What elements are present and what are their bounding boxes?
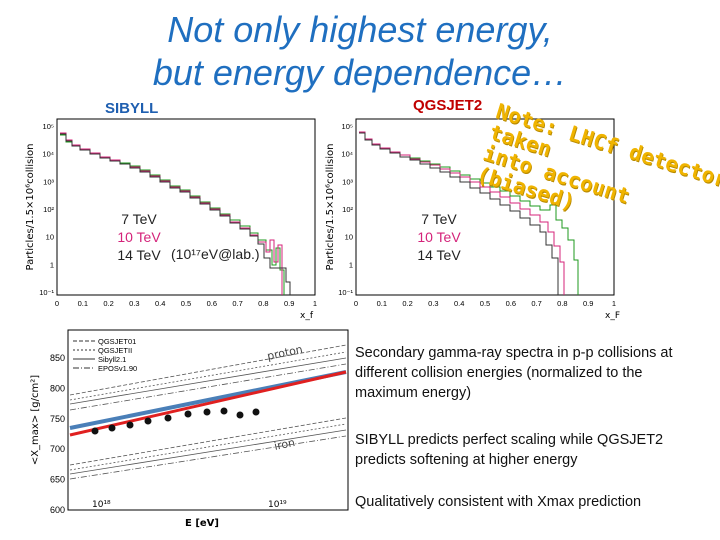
sibyll-xtick: 0.3	[129, 299, 139, 308]
xmax-data-points	[91, 407, 260, 435]
sibyll-xtick: 0.4	[155, 299, 165, 308]
qgsjet2-xtick: 0	[354, 299, 358, 308]
sibyll-ytick: 10⁵	[43, 122, 54, 131]
sibyll-spectrum-14tev	[60, 133, 291, 295]
qgsjet2-ytick: 10⁴	[341, 150, 353, 159]
sibyll-ytick: 10⁻¹	[39, 288, 54, 297]
qgsjet2-energy-list: 7 TeV 10 TeV 14 TeV	[405, 210, 473, 264]
xmax-xtick-1: 10¹⁸	[92, 500, 111, 510]
xmax-frame	[67, 329, 349, 511]
lab-energy-note: (10¹⁷eV@lab.)	[171, 246, 260, 262]
qgsjet2-xtick: 0.6	[506, 299, 516, 308]
sibyll-xtick: 0.7	[232, 299, 242, 308]
qgsjet2-plot: Particles/1.5×10⁶collision 10⁵ 10⁴ 10³ 10² 1…	[325, 118, 620, 321]
energy-7tev: 7 TeV	[421, 211, 457, 227]
xmax-legend: QGSJET01 QGSJETII Sibyll2.1 EPOSv1.90	[73, 337, 137, 373]
legend-qgsjet01: QGSJET01	[98, 337, 136, 346]
sibyll-ytick: 10	[46, 233, 54, 242]
xmax-xlabel: E [eV]	[185, 518, 219, 529]
qgsjet2-xtick: 0.1	[377, 299, 387, 308]
title-line-2: but energy dependence…	[152, 52, 568, 93]
qgsjet2-xtick: 1	[612, 299, 616, 308]
energy-10tev: 10 TeV	[117, 229, 161, 245]
energy-7tev: 7 TeV	[121, 211, 157, 227]
qgsjet2-frame	[355, 118, 615, 296]
qgsjet2-xtick: 0.2	[402, 299, 412, 308]
sibyll-xtick: 1	[313, 299, 317, 308]
qgsjet2-xtick: 0.3	[428, 299, 438, 308]
qgsjet2-xmax-line	[69, 370, 347, 437]
sibyll-xtick: 0.5	[181, 299, 191, 308]
qgsjet2-ytick: 10²	[342, 205, 353, 214]
qgsjet2-xtick: 0.9	[583, 299, 593, 308]
sibyll-xlabel: x_f	[300, 311, 314, 321]
qgsjet2-xtick: 0.4	[454, 299, 464, 308]
xmax-ytick: 650	[50, 475, 65, 485]
sibyll-xtick: 0.2	[103, 299, 113, 308]
xmax-xtick-2: 10¹⁹	[268, 500, 287, 510]
qgsjet2-ylabel: Particles/1.5×10⁶collision	[325, 144, 336, 271]
qgsjet2-xlabel: x_F	[605, 311, 620, 321]
paragraph-scaling: SIBYLL predicts perfect scaling while QG…	[355, 432, 664, 468]
xmax-ytick: 850	[50, 353, 65, 363]
sibyll-frame	[56, 118, 316, 296]
sibyll-energy-list: 7 TeV 10 TeV 14 TeV	[105, 210, 173, 264]
qgsjet2-label: QGSJET2	[413, 97, 483, 114]
legend-epos: EPOSv1.90	[98, 364, 137, 373]
iron-label: iron	[273, 436, 296, 453]
sibyll-label-text: SIBYLL	[105, 100, 159, 117]
qgsjet2-ytick: 1	[349, 260, 353, 269]
qgsjet2-spectrum-14tev	[359, 132, 559, 295]
qgsjet2-xtick: 0.8	[557, 299, 567, 308]
qgsjet2-ytick: 10³	[342, 177, 353, 186]
sibyll-label: SIBYLL	[105, 100, 158, 117]
energy-14tev: 14 TeV	[417, 247, 461, 263]
xmax-ytick: 600	[50, 505, 65, 515]
sibyll-xtick: 0.6	[207, 299, 217, 308]
slide-title: Not only highest energy, but energy depe…	[120, 8, 600, 94]
energy-14tev: 14 TeV	[117, 247, 161, 263]
qgsjet2-xtick: 0.7	[531, 299, 541, 308]
paragraph-spectra: Secondary gamma-ray spectra in p-p colli…	[355, 345, 673, 401]
title-line-1: Not only highest energy,	[167, 9, 553, 50]
sibyll-ytick: 10³	[43, 177, 54, 186]
sibyll-ytick: 10²	[43, 205, 54, 214]
model-lines	[69, 344, 347, 480]
sibyll-xtick: 0	[55, 299, 59, 308]
sibyll-xtick: 0.1	[78, 299, 88, 308]
proton-label: proton	[266, 343, 304, 363]
xmax-ytick: 750	[50, 414, 65, 424]
legend-sibyll: Sibyll2.1	[98, 355, 126, 364]
legend-qgsjetii: QGSJETII	[98, 346, 132, 355]
sibyll-ytick: 1	[50, 260, 54, 269]
sibyll-ytick: 10⁴	[42, 150, 54, 159]
sibyll-ylabel: Particles/1.5×10⁶collision	[25, 144, 36, 271]
qgsjet2-ytick: 10⁻¹	[338, 288, 353, 297]
xmax-ytick: 800	[50, 383, 65, 393]
sibyll-plot: Particles/1.5×10⁶collision 10⁵ 10⁴ 10³ 10² 1…	[25, 118, 317, 321]
qgsjet2-ytick: 10	[345, 233, 353, 242]
xmax-ytick: 700	[50, 444, 65, 454]
energy-10tev: 10 TeV	[417, 229, 461, 245]
xmax-ylabel: <X_max> [g/cm²]	[30, 375, 41, 465]
paragraph-xmax: Qualitatively consistent with Xmax predi…	[355, 494, 642, 510]
sibyll-xtick: 0.8	[258, 299, 268, 308]
qgsjet2-ytick: 10⁵	[342, 122, 353, 131]
sibyll-xtick: 0.9	[284, 299, 294, 308]
qgsjet2-xtick: 0.5	[480, 299, 490, 308]
